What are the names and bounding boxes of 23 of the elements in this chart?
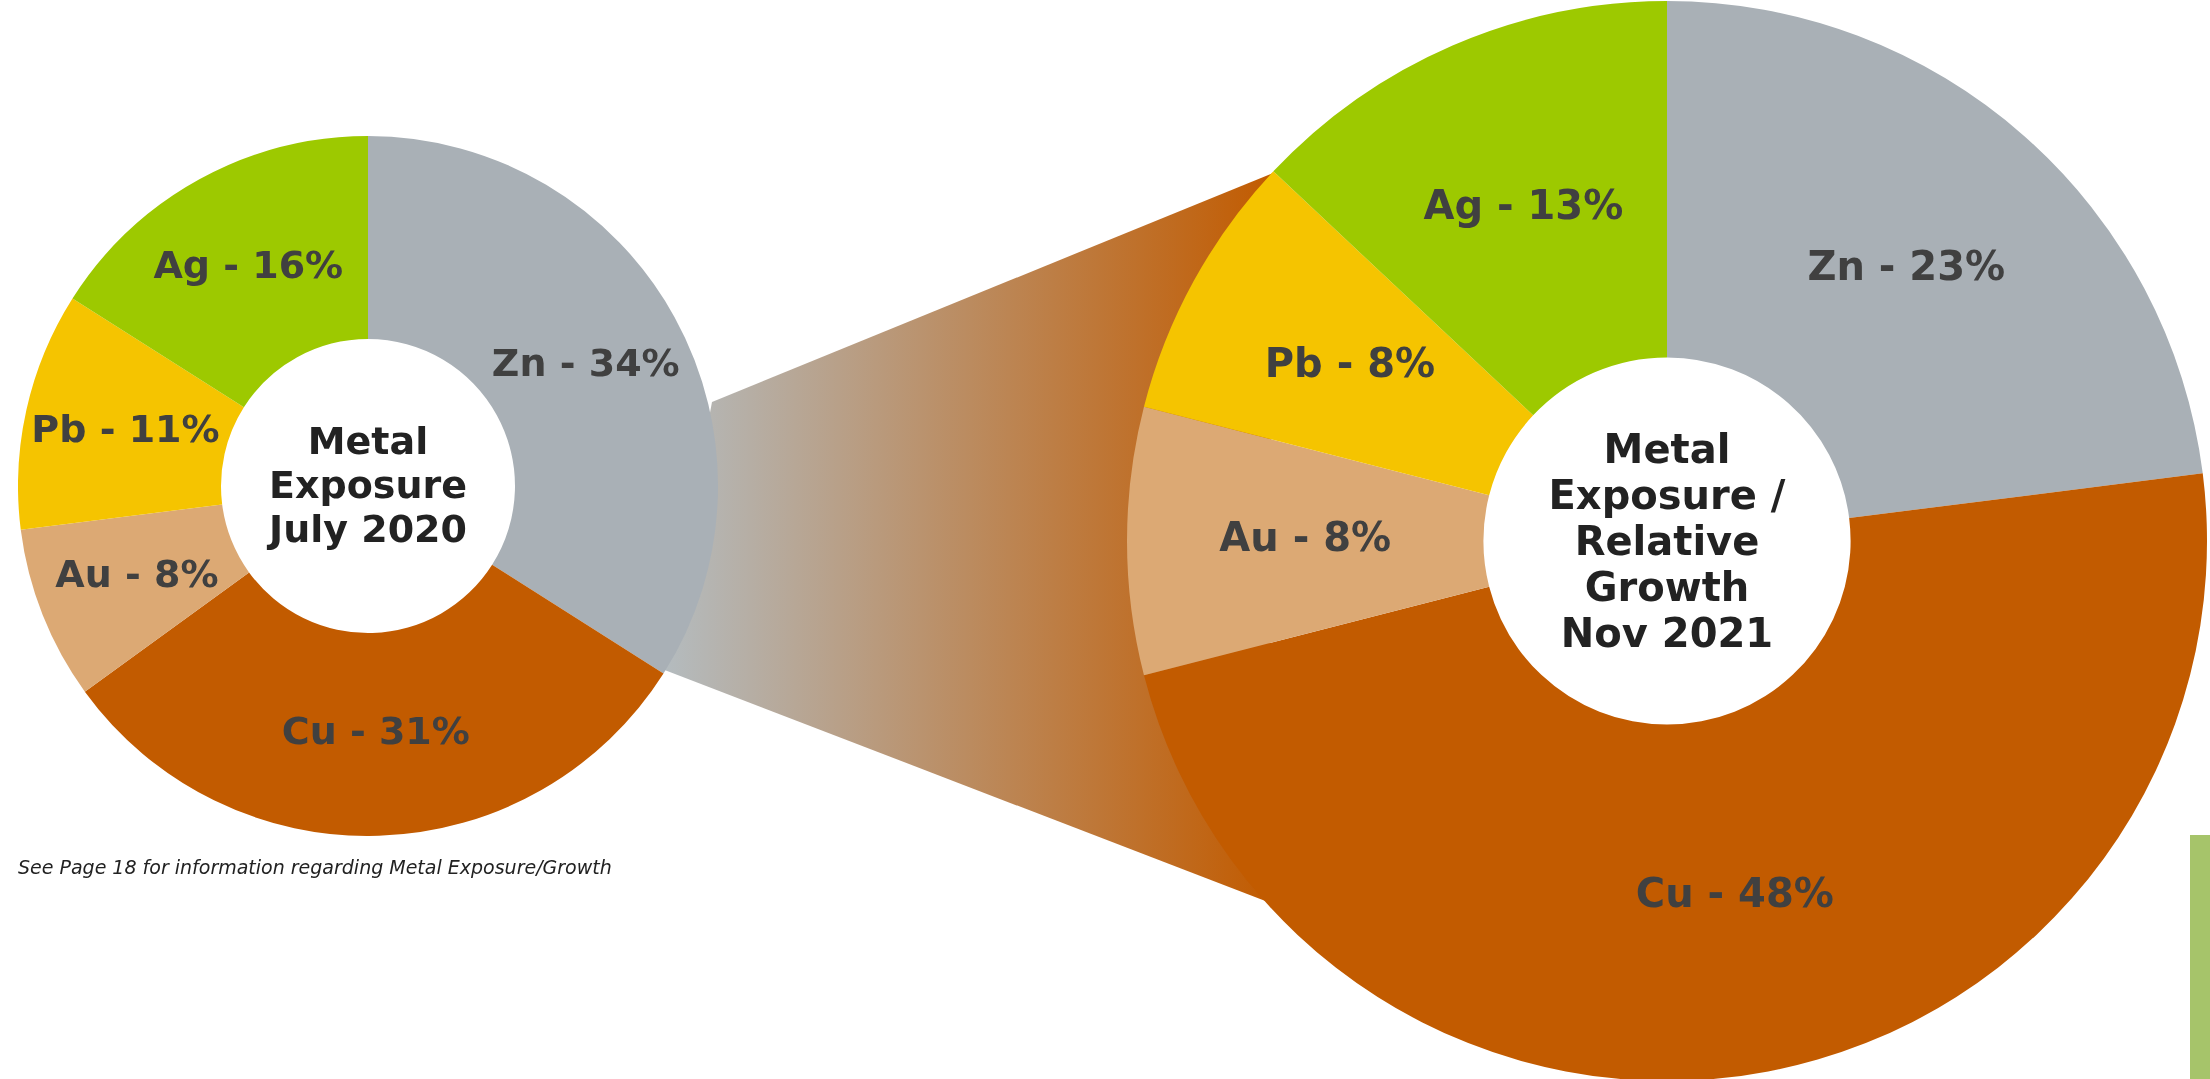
data-label: 8% [154, 552, 219, 597]
slice-label: Ag - [153, 243, 240, 288]
data-label: 48% [1738, 869, 1834, 916]
slice-label: Au - [55, 552, 141, 597]
text: Metal Exposure / Relative Growth Nov 2021 [1547, 426, 1787, 656]
data-label: 11% [128, 406, 220, 451]
slice-label: Zn - [1807, 243, 1896, 289]
slice-label: Ag - [1423, 182, 1514, 229]
data-label: 13% [1527, 182, 1624, 229]
data-label: 8% [1367, 340, 1436, 387]
data-label: 16% [252, 243, 344, 288]
data-label: 23% [1909, 243, 2006, 289]
slice-label: Cu - [281, 709, 366, 754]
slice-label: Zn - [491, 341, 576, 386]
slice-label: Pb - [31, 406, 116, 451]
slice-label: Au - [1219, 514, 1310, 561]
text: Metal Exposure July 2020 [266, 419, 468, 552]
slice-label: Cu - [1635, 869, 1725, 916]
data-label: 8% [1323, 514, 1392, 561]
text: See Page 18 for information regarding Metal Exposure/Growth [18, 856, 612, 878]
data-label: 31% [378, 709, 470, 754]
data-label: 34% [588, 341, 680, 386]
slice-label: Pb - [1264, 340, 1354, 387]
